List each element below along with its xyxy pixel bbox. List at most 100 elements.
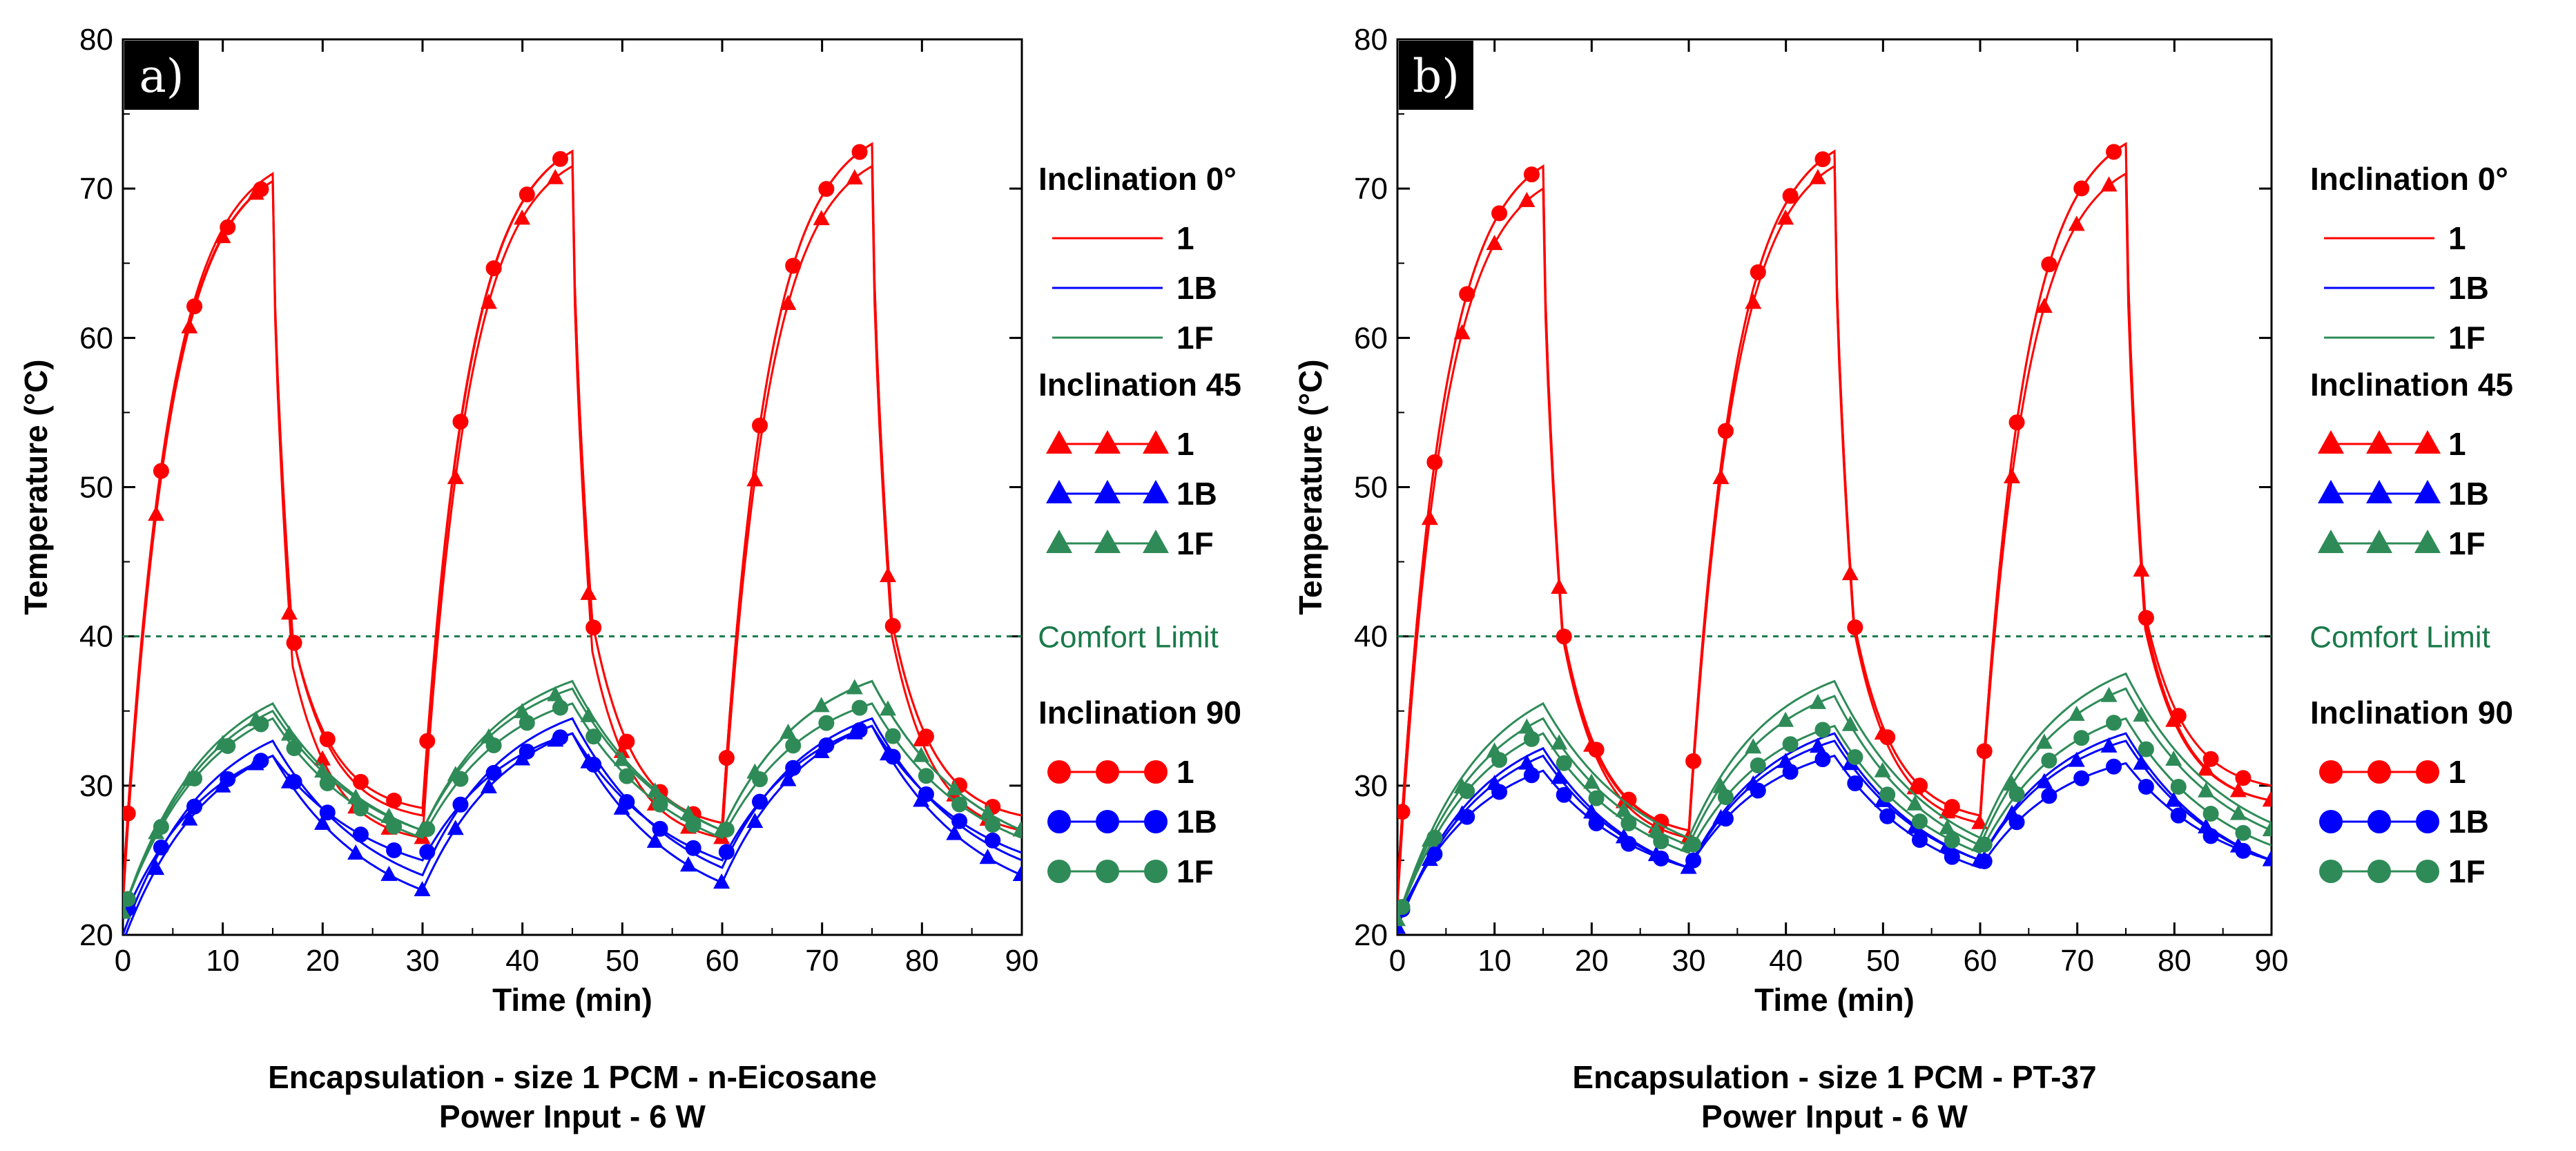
series-1f-incl-90-point [1588, 790, 1605, 806]
series-1f-incl-45-point [1906, 795, 1924, 811]
series-1-incl-45-point [1421, 510, 1438, 525]
legend-entry-label: 1 [1176, 220, 1194, 256]
legend-entry-label: 1F [2448, 320, 2486, 356]
series-1b-incl-90-point [1523, 767, 1540, 784]
series-1-incl-90-point [851, 144, 868, 160]
series-1f-incl-90-point [186, 770, 203, 786]
series-1-incl-45-point [314, 750, 331, 766]
series-1b-incl-45-point [646, 832, 664, 848]
x-tick-label: 90 [1005, 944, 1039, 978]
series-1b-incl-90-point [186, 798, 203, 815]
series-1f-incl-45-line [123, 679, 1022, 913]
series-1f-incl-45-point [547, 686, 564, 702]
series-1f-incl-90-point [619, 768, 635, 784]
legend-group-title: Inclination 45 [2310, 367, 2513, 403]
chart-panel-b: 0 10 20 30 40 50 60 70 80 90 20 30 40 50 60 70 80 Time (m… [1292, 23, 2513, 1134]
series-1b-incl-90-line [1397, 754, 2272, 921]
series-1b-incl-45-point [480, 777, 497, 793]
series-1-incl-45-point [1777, 209, 1794, 225]
series-1f-incl-90-point [253, 716, 269, 733]
series-1-incl-90-point [253, 181, 269, 197]
series-1f-incl-90-point [1620, 815, 1637, 832]
series-1b-incl-90-point [1459, 809, 1475, 825]
legend: Inclination 0° 1 1B 1F Inclination 45 1 1B 1F In… [1038, 161, 1241, 889]
legend-entry-label: 1B [1176, 476, 1217, 512]
legend-swatch-marker [2366, 480, 2392, 503]
x-axis-title: Time (min) [492, 982, 652, 1018]
x-tick-label: 10 [206, 944, 240, 978]
series-1f-incl-90-point [1912, 813, 1928, 830]
series-1b-incl-90-point [884, 748, 901, 765]
legend-swatch-marker [1094, 530, 1121, 553]
series-1f-incl-90-point [286, 740, 302, 757]
series-1f-incl-45-point [2035, 733, 2053, 749]
series-1b-incl-45-point [148, 860, 165, 876]
series-1f-incl-45-point [1939, 819, 1956, 835]
series-1f-incl-45-point [1777, 711, 1794, 727]
series-1b-incl-90-point [1976, 853, 1993, 869]
legend-swatch-marker [1096, 860, 1119, 883]
series-1-incl-90-point [519, 186, 535, 203]
series-1b-incl-45-point [347, 844, 365, 860]
legend-swatch-marker [1144, 810, 1168, 833]
series-1-incl-90-point [2008, 414, 2025, 431]
series-1f-incl-90-point [319, 775, 336, 791]
y-tick-label: 40 [79, 620, 113, 654]
series-1-incl-90-point [1912, 777, 1928, 794]
series-1-incl-90-point [1814, 151, 1831, 168]
series-1b-incl-45-point [2068, 751, 2085, 767]
series-1b-incl-90-point [552, 729, 568, 746]
series-1f-incl-90-point [785, 737, 802, 754]
series-1b-incl-90-point [153, 839, 169, 855]
y-tick-label: 30 [1354, 769, 1388, 803]
series-1-incl-90-line [1397, 142, 2272, 891]
comfort-limit-label: Comfort Limit [1038, 621, 1219, 655]
series-1f-incl-90-point [752, 771, 768, 788]
series-1-incl-90-point [2235, 770, 2251, 786]
legend-entry-label: 1F [2448, 853, 2486, 889]
series-1f-incl-45-point [846, 679, 863, 695]
legend-swatch-marker [2366, 430, 2392, 454]
series-1-incl-90-point [884, 617, 901, 634]
series-1-incl-45-point [779, 294, 797, 310]
series-1f-incl-90-point [884, 728, 901, 744]
legend-swatch-marker [1096, 810, 1119, 833]
series-1f-incl-45-point [646, 782, 664, 798]
series-1f-incl-90-point [552, 699, 568, 716]
series-1b-incl-45-point [746, 813, 764, 829]
legend-swatch-marker [2414, 480, 2441, 503]
series-1-incl-45-point [547, 168, 564, 184]
series-1f-incl-45-line [1397, 687, 2272, 920]
legend-entry-label: 1 [2448, 426, 2466, 462]
series-1b-incl-45-point [514, 750, 531, 766]
legend-swatch-marker [2414, 530, 2441, 553]
x-tick-label: 70 [2060, 944, 2094, 978]
series-1b-incl-90-point [685, 840, 701, 856]
series-1f-incl-90-point [2202, 805, 2219, 822]
series-1b-incl-90-point [1620, 835, 1637, 852]
series-1-incl-45-point [1971, 813, 1988, 829]
series-1-incl-90-point [785, 258, 802, 274]
series-1b-incl-90-point [1814, 751, 1831, 768]
series-1f-incl-90-point [1782, 736, 1799, 753]
series-1-incl-45-point [2003, 468, 2020, 484]
series-1b-incl-45-point [979, 849, 996, 864]
legend-swatch-marker [1047, 810, 1071, 833]
x-tick-label: 0 [115, 944, 131, 978]
legend-entry-label: 1F [1176, 525, 1214, 561]
series-1b-incl-90-point [851, 722, 868, 739]
series-1f-incl-90-point [1879, 786, 1896, 803]
series-1b-incl-90-point [2202, 828, 2219, 844]
x-tick-label: 50 [606, 944, 639, 978]
y-tick-label: 30 [79, 769, 113, 803]
series-1b-incl-90-point [485, 764, 502, 781]
series-1f-incl-90-point [2235, 824, 2251, 841]
series-1-incl-90-point [1491, 205, 1508, 222]
series-1-incl-45-point [1809, 168, 1826, 184]
legend-entry-label: 1 [2448, 220, 2466, 256]
series-1f-incl-90-point [918, 768, 934, 784]
series-1b-incl-45-line [1397, 739, 2272, 928]
legend-entry-label: 1 [2448, 754, 2466, 790]
series-1b-incl-90-point [1912, 832, 1928, 849]
series-1f-incl-90-point [2138, 741, 2154, 757]
